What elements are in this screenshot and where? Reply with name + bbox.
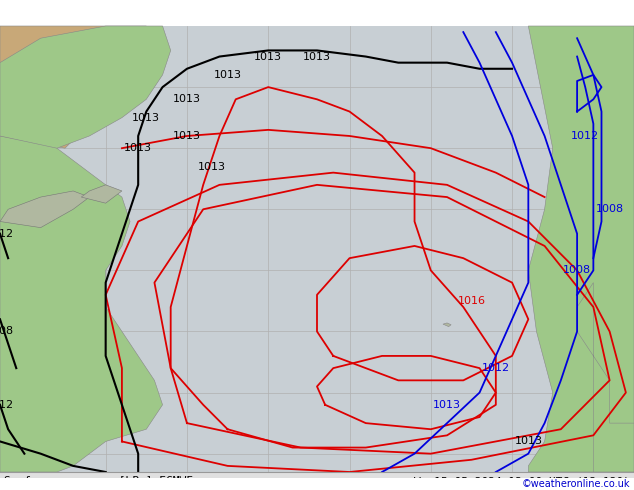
Text: 1008: 1008: [595, 204, 624, 214]
Polygon shape: [81, 185, 122, 203]
Polygon shape: [0, 191, 89, 228]
Text: We 15-05-2024 12:00 UTC (12+120): We 15-05-2024 12:00 UTC (12+120): [414, 476, 630, 486]
Text: 1012: 1012: [0, 400, 14, 410]
Bar: [0, 478, 634, 490]
Text: 1012: 1012: [571, 131, 599, 141]
Text: 1008: 1008: [0, 326, 14, 337]
Text: 1013: 1013: [173, 94, 201, 104]
Text: 1013: 1013: [173, 131, 201, 141]
Polygon shape: [443, 323, 451, 327]
Text: 1013: 1013: [254, 51, 282, 62]
Text: 1012: 1012: [0, 229, 14, 239]
Polygon shape: [577, 283, 634, 472]
Text: 1008: 1008: [563, 266, 591, 275]
Text: 1016: 1016: [458, 296, 486, 306]
Bar: [0, 472, 634, 490]
Text: 1013: 1013: [133, 113, 160, 122]
Text: 1013: 1013: [303, 51, 331, 62]
Text: 1013: 1013: [124, 143, 152, 153]
Text: 1012: 1012: [482, 363, 510, 373]
Polygon shape: [0, 50, 162, 472]
Polygon shape: [528, 26, 634, 472]
Text: ©weatheronline.co.uk: ©weatheronline.co.uk: [522, 479, 630, 489]
Text: Surface pressure [hPa] ECMWF: Surface pressure [hPa] ECMWF: [4, 476, 193, 486]
Text: 1013: 1013: [433, 400, 461, 410]
Text: 1013: 1013: [214, 70, 242, 80]
Polygon shape: [0, 26, 146, 148]
Text: 1013: 1013: [514, 437, 542, 446]
Text: 1013: 1013: [197, 162, 225, 172]
Polygon shape: [0, 26, 171, 148]
